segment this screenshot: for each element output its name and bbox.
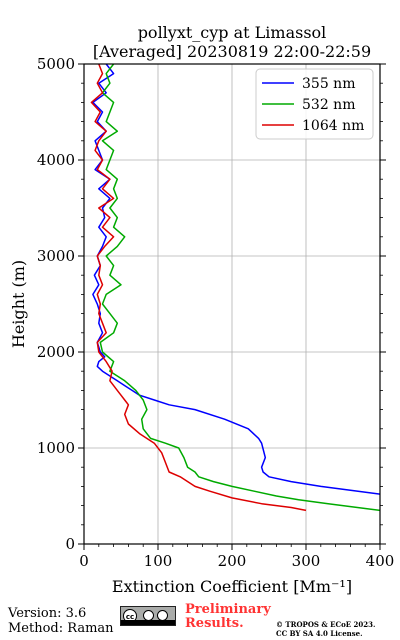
preliminary-line-2: Results. <box>185 616 244 631</box>
cc-badge-strip <box>121 620 175 625</box>
x-tick-label: 100 <box>144 552 173 570</box>
copyright-line-2: CC BY SA 4.0 License. <box>276 629 363 638</box>
x-tick-label: 0 <box>79 552 89 570</box>
preliminary-results-label: Preliminary Results. <box>185 603 280 631</box>
y-tick-label: 4000 <box>37 151 75 169</box>
legend-box <box>255 68 374 140</box>
chart-subtitle: [Averaged] 20230819 22:00-22:59 <box>93 42 371 61</box>
cc-license-badge: cc <box>120 606 176 626</box>
version-label: Version: 3.6 <box>8 606 87 621</box>
x-axis-label: Extinction Coefficient [Mm⁻¹] <box>112 577 352 596</box>
y-axis-label: Height (m) <box>9 260 28 348</box>
x-tick-label: 300 <box>292 552 321 570</box>
legend-label-355: 355 nm <box>302 76 355 92</box>
y-tick-label: 5000 <box>37 55 75 73</box>
series-line-1064-nm <box>90 64 307 512</box>
method-label: Method: Raman <box>8 621 114 636</box>
legend-label-1064: 1064 nm <box>302 118 364 134</box>
x-tick-label: 200 <box>218 552 247 570</box>
series-line-532-nm <box>99 64 380 512</box>
legend-label-532: 532 nm <box>302 97 355 113</box>
copyright-line-1: © TROPOS & ECoE 2023. <box>276 620 376 629</box>
y-tick-label: 0 <box>65 535 75 553</box>
y-tick-label: 1000 <box>37 439 75 457</box>
y-tick-label: 2000 <box>37 343 75 361</box>
series-line-355-nm <box>92 64 380 495</box>
y-tick-label: 3000 <box>37 247 75 265</box>
x-tick-label: 400 <box>366 552 395 570</box>
chart-title: pollyxt_cyp at Limassol <box>138 23 327 42</box>
preliminary-line-1: Preliminary <box>185 602 271 617</box>
copyright-notice: © TROPOS & ECoE 2023. CC BY SA 4.0 Licen… <box>276 620 400 638</box>
extinction-profile-chart: pollyxt_cyp at Limassol [Averaged] 20230… <box>9 23 395 596</box>
data-series <box>90 64 380 512</box>
legend: 355 nm 532 nm 1064 nm <box>255 68 374 140</box>
